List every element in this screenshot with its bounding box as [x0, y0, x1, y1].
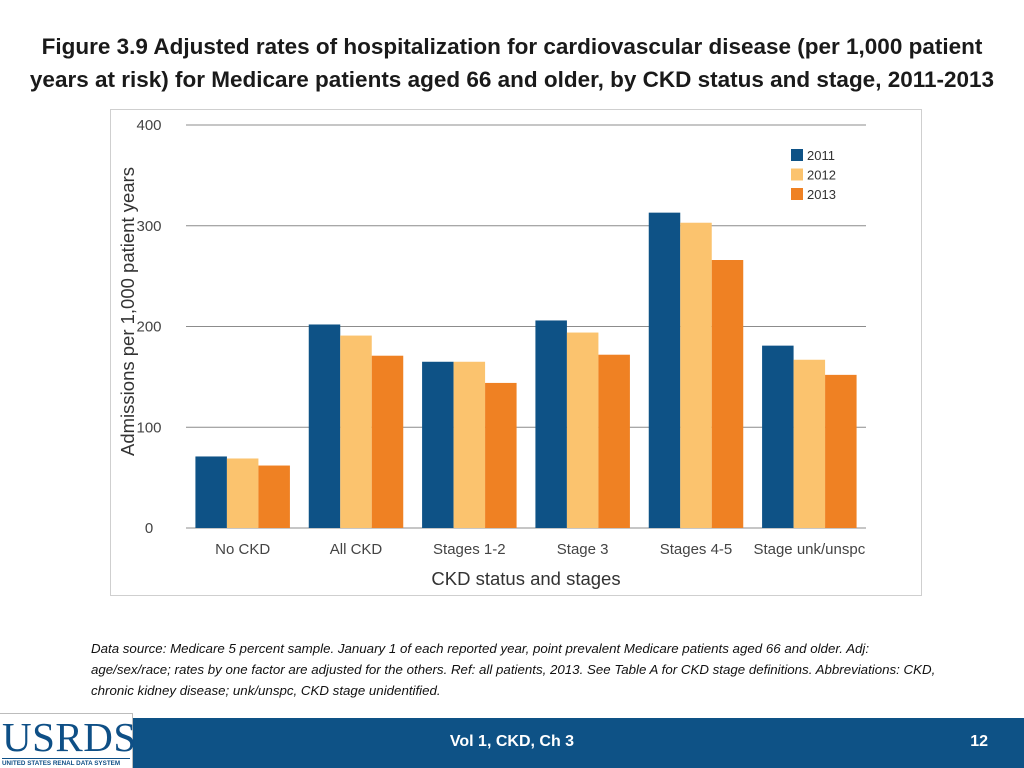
bar-no-ckd-2012 — [226, 458, 259, 528]
bar-no-ckd-2011 — [195, 456, 227, 528]
y-tick-label-300: 300 — [136, 218, 161, 235]
page-number: 12 — [970, 733, 988, 750]
figure-title-line-2: years at risk) for Medicare patients age… — [29, 67, 995, 92]
x-tick-label-stage-3: Stage 3 — [557, 541, 609, 558]
usrds-logo-subtext: UNITED STATES RENAL DATA SYSTEM — [2, 758, 130, 767]
bar-stage-unk-unspc-2012 — [793, 359, 826, 528]
y-tick-label-400: 400 — [136, 117, 161, 134]
footer-bar — [0, 718, 1024, 768]
y-tick-label-200: 200 — [136, 319, 161, 336]
figure-title-line-1: Figure 3.9 Adjusted rates of hospitaliza… — [41, 34, 983, 59]
x-tick-label-stages-1-2: Stages 1-2 — [433, 541, 506, 558]
bar-stages-4-5-2013 — [711, 260, 744, 528]
bar-all-ckd-2011 — [308, 324, 341, 528]
bar-stage-3-2013 — [598, 354, 630, 528]
bar-all-ckd-2012 — [340, 335, 372, 528]
bar-stage-3-2012 — [566, 332, 599, 528]
legend-label-2011: 2011 — [807, 148, 835, 163]
x-tick-label-stages-4-5: Stages 4-5 — [660, 541, 733, 558]
bar-stages-4-5-2011 — [648, 212, 681, 528]
bar-stages-1-2-2011 — [422, 361, 454, 528]
bar-chart: 0 100 200 300 400 No CKD All CKD Stages 1-2 Stag… — [117, 117, 866, 589]
y-tick-label-0: 0 — [145, 520, 153, 537]
bar-stage-unk-unspc-2013 — [825, 374, 857, 528]
legend-label-2013: 2013 — [807, 187, 836, 202]
bar-stages-4-5-2012 — [680, 222, 712, 528]
x-tick-label-all-ckd: All CKD — [330, 541, 383, 558]
legend-swatch-2011 — [791, 149, 803, 161]
bar-stages-1-2-2013 — [485, 382, 517, 528]
footer-volume-label: Vol 1, CKD, Ch 3 — [449, 733, 575, 750]
legend-swatch-2013 — [791, 188, 803, 200]
usrds-logo: USRDS UNITED STATES RENAL DATA SYSTEM — [0, 713, 136, 768]
x-tick-label-no-ckd: No CKD — [215, 541, 270, 558]
usrds-logo-text: USRDS — [2, 714, 137, 760]
data-source-footnote: Data source: Medicare 5 percent sample. … — [91, 641, 936, 698]
x-tick-label-stage-unk-unspc: Stage unk/unspc — [753, 541, 865, 558]
bar-stages-1-2-2012 — [453, 361, 486, 528]
bar-no-ckd-2013 — [258, 465, 290, 528]
y-axis-title: Admissions per 1,000 patient years — [117, 167, 138, 456]
bar-stage-3-2011 — [535, 320, 567, 528]
y-tick-label-100: 100 — [136, 419, 161, 436]
bar-all-ckd-2013 — [371, 355, 404, 528]
x-axis-title: CKD status and stages — [431, 568, 620, 589]
figure-title: Figure 3.9 Adjusted rates of hospitaliza… — [0, 30, 1024, 96]
bar-stage-unk-unspc-2011 — [762, 345, 794, 528]
legend-label-2012: 2012 — [807, 168, 836, 183]
chart-frame: 0 100 200 300 400 No CKD All CKD Stages 1-2 Stag… — [110, 109, 922, 596]
legend-swatch-2012 — [791, 168, 803, 181]
